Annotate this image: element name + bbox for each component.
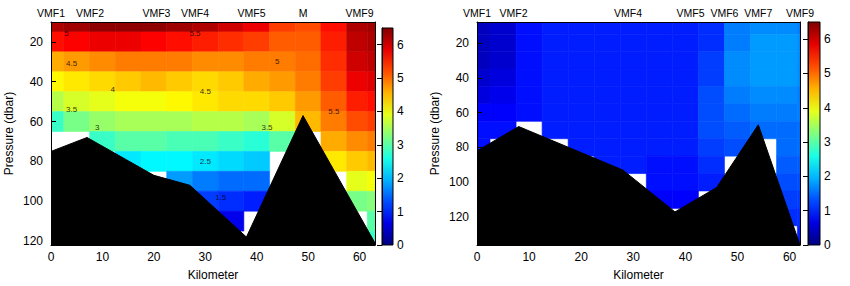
svg-text:0: 0: [824, 238, 831, 252]
svg-text:40: 40: [30, 75, 44, 89]
svg-text:4.5: 4.5: [200, 87, 212, 96]
svg-text:5: 5: [64, 29, 69, 38]
svg-text:40: 40: [250, 250, 264, 264]
svg-text:60: 60: [30, 115, 44, 129]
svg-text:VMF1: VMF1: [463, 7, 491, 19]
svg-text:Pressure (dbar): Pressure (dbar): [2, 92, 16, 175]
svg-text:6: 6: [824, 32, 831, 46]
svg-text:80: 80: [30, 154, 44, 168]
svg-text:Kilometer: Kilometer: [613, 268, 664, 282]
svg-text:4: 4: [110, 85, 115, 94]
svg-text:50: 50: [301, 250, 315, 264]
svg-text:0: 0: [397, 238, 404, 252]
svg-text:VMF9: VMF9: [786, 7, 814, 19]
svg-text:20: 20: [30, 35, 44, 49]
svg-text:100: 100: [449, 175, 469, 189]
svg-text:120: 120: [449, 210, 469, 224]
svg-text:30: 30: [199, 250, 213, 264]
svg-text:2.5: 2.5: [200, 157, 212, 166]
svg-text:VMF2: VMF2: [76, 7, 104, 19]
svg-text:3: 3: [95, 123, 100, 132]
svg-text:80: 80: [456, 140, 470, 154]
svg-text:2: 2: [824, 169, 831, 183]
svg-text:VMF2: VMF2: [499, 7, 527, 19]
svg-text:60: 60: [353, 250, 367, 264]
svg-text:4: 4: [397, 104, 404, 118]
svg-text:30: 30: [627, 250, 641, 264]
svg-text:5.5: 5.5: [189, 29, 201, 38]
svg-text:3: 3: [397, 138, 404, 152]
svg-text:3: 3: [824, 135, 831, 149]
svg-text:5: 5: [275, 57, 280, 66]
svg-text:60: 60: [456, 106, 470, 120]
svg-text:2: 2: [397, 171, 404, 185]
svg-text:VMF7: VMF7: [744, 7, 772, 19]
svg-text:VMF4: VMF4: [181, 7, 209, 19]
svg-text:20: 20: [147, 250, 161, 264]
svg-text:20: 20: [456, 36, 470, 50]
svg-text:VMF5: VMF5: [238, 7, 266, 19]
svg-text:40: 40: [456, 71, 470, 85]
svg-text:60: 60: [783, 250, 797, 264]
svg-text:5: 5: [824, 66, 831, 80]
svg-text:VMF6: VMF6: [710, 7, 738, 19]
svg-text:VMF5: VMF5: [677, 7, 705, 19]
svg-text:5: 5: [397, 71, 404, 85]
svg-text:120: 120: [23, 234, 43, 248]
svg-text:1.5: 1.5: [215, 193, 227, 202]
svg-text:50: 50: [731, 250, 745, 264]
svg-text:Pressure (dbar): Pressure (dbar): [428, 92, 442, 175]
svg-text:M: M: [299, 7, 308, 19]
svg-text:10: 10: [96, 250, 110, 264]
svg-text:20: 20: [575, 250, 589, 264]
svg-text:Kilometer: Kilometer: [188, 268, 239, 282]
svg-text:0: 0: [48, 250, 55, 264]
svg-text:VMF4: VMF4: [614, 7, 642, 19]
svg-text:4.5: 4.5: [66, 59, 78, 68]
svg-text:10: 10: [522, 250, 536, 264]
svg-text:4: 4: [824, 101, 831, 115]
svg-text:0: 0: [474, 250, 481, 264]
svg-text:5.5: 5.5: [328, 107, 340, 116]
svg-text:VMF1: VMF1: [37, 7, 65, 19]
svg-text:100: 100: [23, 194, 43, 208]
svg-text:VMF9: VMF9: [346, 7, 374, 19]
svg-text:6: 6: [397, 38, 404, 52]
svg-text:40: 40: [679, 250, 693, 264]
svg-text:VMF3: VMF3: [142, 7, 170, 19]
svg-text:3.5: 3.5: [261, 123, 273, 132]
svg-text:1: 1: [824, 204, 831, 218]
svg-text:1: 1: [397, 205, 404, 219]
svg-text:3.5: 3.5: [66, 105, 78, 114]
